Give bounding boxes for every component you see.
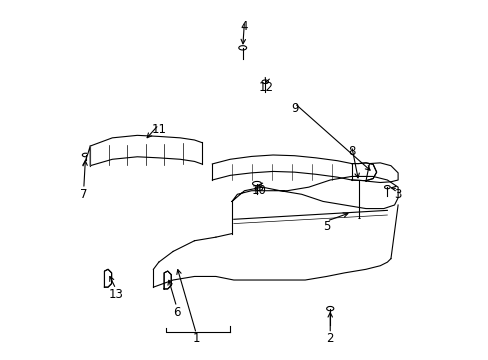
Text: 1: 1 xyxy=(192,333,200,346)
Text: 11: 11 xyxy=(151,123,166,136)
Text: 4: 4 xyxy=(240,20,248,33)
Text: 9: 9 xyxy=(290,102,298,115)
Text: 8: 8 xyxy=(347,145,355,158)
Polygon shape xyxy=(164,271,171,289)
Polygon shape xyxy=(365,163,397,183)
Text: 13: 13 xyxy=(108,288,123,301)
Polygon shape xyxy=(351,163,376,181)
Text: 5: 5 xyxy=(322,220,330,233)
Text: 7: 7 xyxy=(80,188,87,201)
Text: 2: 2 xyxy=(326,333,333,346)
Polygon shape xyxy=(83,146,90,166)
Text: 6: 6 xyxy=(173,306,180,319)
Polygon shape xyxy=(104,269,111,287)
Text: 12: 12 xyxy=(258,81,273,94)
Text: 3: 3 xyxy=(394,188,401,201)
Text: 10: 10 xyxy=(251,184,265,197)
